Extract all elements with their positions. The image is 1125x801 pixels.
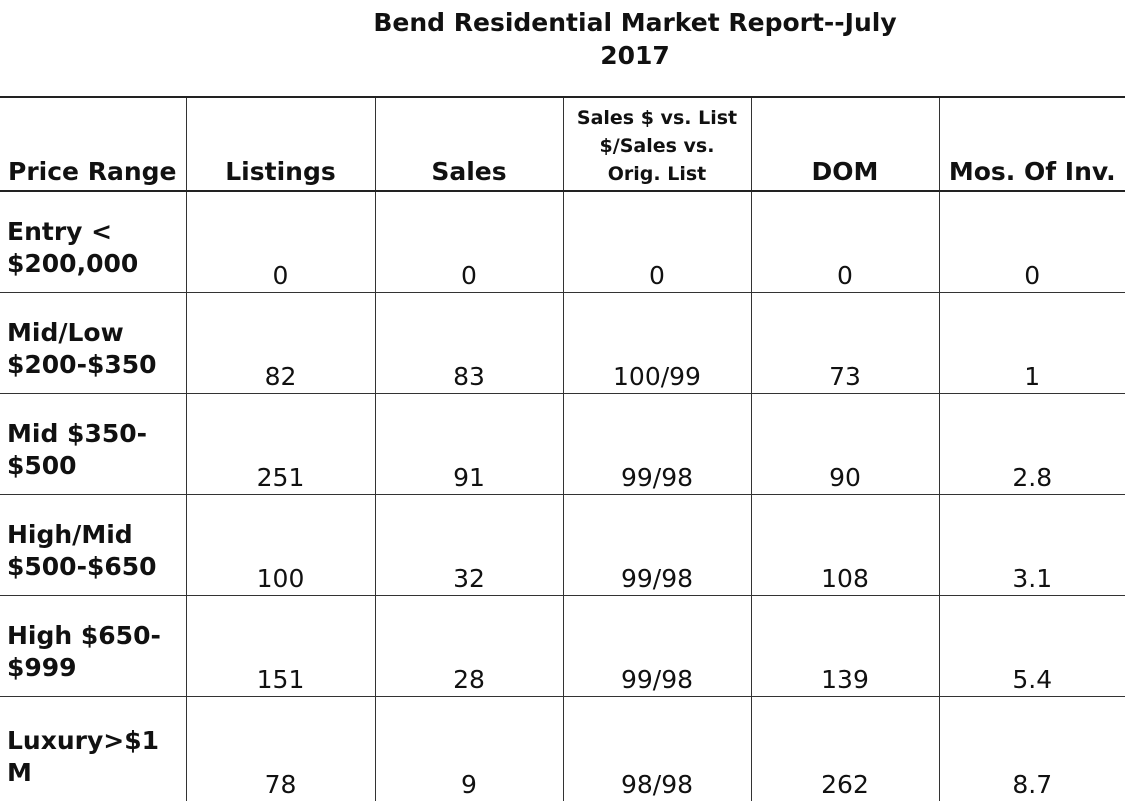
price-range-cell: Luxury>$1 M: [0, 697, 186, 801]
price-range-line1: Entry <: [7, 217, 112, 246]
report-title-line2: 2017: [600, 41, 670, 70]
price-range-cell: High/Mid $500-$650: [0, 495, 186, 596]
price-range-line1: Luxury>$1: [7, 726, 159, 755]
price-range-cell: Entry < $200,000: [0, 191, 186, 293]
header-sales-vs-list-line1: Sales $ vs. List: [577, 107, 737, 129]
price-range-line2: $200-$350: [7, 350, 157, 379]
sales-vs-list-cell: 99/98: [563, 394, 751, 495]
sales-cell: 83: [375, 293, 563, 394]
sales-vs-list-cell: 99/98: [563, 495, 751, 596]
price-range-line2: $999: [7, 653, 77, 682]
header-listings: Listings: [186, 97, 375, 191]
listings-cell: 251: [186, 394, 375, 495]
mos-inv-cell: 0: [939, 191, 1125, 293]
market-report-table: Price Range Listings Sales Sales $ vs. L…: [0, 96, 1125, 801]
price-range-line2: M: [7, 758, 32, 787]
price-range-cell: Mid $350- $500: [0, 394, 186, 495]
mos-inv-cell: 3.1: [939, 495, 1125, 596]
report-title-line1: Bend Residential Market Report--July: [373, 8, 896, 37]
listings-cell: 78: [186, 697, 375, 801]
dom-cell: 139: [751, 596, 939, 697]
listings-cell: 0: [186, 191, 375, 293]
price-range-line2: $500-$650: [7, 552, 157, 581]
price-range-line1: High/Mid: [7, 520, 133, 549]
sales-cell: 32: [375, 495, 563, 596]
table-row: High $650- $999 151 28 99/98 139 5.4: [0, 596, 1125, 697]
price-range-line1: Mid $350-: [7, 419, 147, 448]
sales-vs-list-cell: 98/98: [563, 697, 751, 801]
dom-cell: 0: [751, 191, 939, 293]
listings-cell: 82: [186, 293, 375, 394]
table-row: Mid $350- $500 251 91 99/98 90 2.8: [0, 394, 1125, 495]
price-range-line2: $200,000: [7, 249, 138, 278]
mos-inv-cell: 1: [939, 293, 1125, 394]
sales-cell: 91: [375, 394, 563, 495]
header-price-range: Price Range: [0, 97, 186, 191]
price-range-cell: High $650- $999: [0, 596, 186, 697]
mos-inv-cell: 5.4: [939, 596, 1125, 697]
sales-vs-list-cell: 99/98: [563, 596, 751, 697]
price-range-line2: $500: [7, 451, 77, 480]
dom-cell: 108: [751, 495, 939, 596]
price-range-cell: Mid/Low $200-$350: [0, 293, 186, 394]
header-dom: DOM: [751, 97, 939, 191]
table-row: Luxury>$1 M 78 9 98/98 262 8.7: [0, 697, 1125, 801]
listings-cell: 100: [186, 495, 375, 596]
listings-cell: 151: [186, 596, 375, 697]
price-range-line1: High $650-: [7, 621, 161, 650]
table-row: High/Mid $500-$650 100 32 99/98 108 3.1: [0, 495, 1125, 596]
header-sales-vs-list: Sales $ vs. List $/Sales vs. Orig. List: [563, 97, 751, 191]
mos-inv-cell: 8.7: [939, 697, 1125, 801]
price-range-line1: Mid/Low: [7, 318, 124, 347]
header-sales: Sales: [375, 97, 563, 191]
mos-inv-cell: 2.8: [939, 394, 1125, 495]
sales-cell: 28: [375, 596, 563, 697]
sales-cell: 0: [375, 191, 563, 293]
report-title: Bend Residential Market Report--July 201…: [330, 6, 940, 72]
header-sales-vs-list-line3: Orig. List: [608, 163, 706, 185]
sales-vs-list-cell: 100/99: [563, 293, 751, 394]
header-row: Price Range Listings Sales Sales $ vs. L…: [0, 97, 1125, 191]
header-sales-vs-list-line2: $/Sales vs.: [600, 135, 715, 157]
sales-vs-list-cell: 0: [563, 191, 751, 293]
table-row: Entry < $200,000 0 0 0 0 0: [0, 191, 1125, 293]
dom-cell: 73: [751, 293, 939, 394]
table-row: Mid/Low $200-$350 82 83 100/99 73 1: [0, 293, 1125, 394]
sales-cell: 9: [375, 697, 563, 801]
dom-cell: 262: [751, 697, 939, 801]
header-mos-inv: Mos. Of Inv.: [939, 97, 1125, 191]
dom-cell: 90: [751, 394, 939, 495]
